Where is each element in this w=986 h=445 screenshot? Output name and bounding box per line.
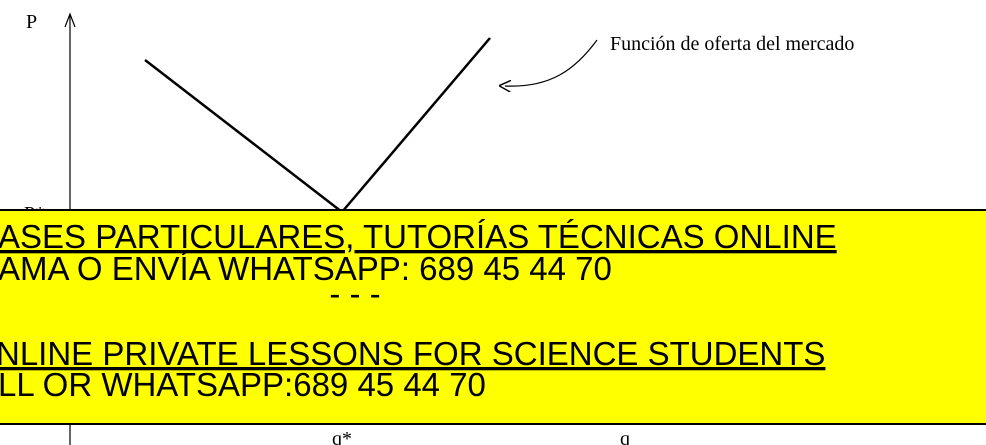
banner-line: AMA O ENVÍA WHATSAPP: 689 45 44 70: [0, 250, 612, 287]
y-label: P: [26, 11, 37, 33]
banner: [0, 209, 986, 425]
banner-line: NLINE PRIVATE LESSONS FOR SCIENCE STUDEN…: [0, 335, 825, 372]
demand-line: [144, 59, 343, 213]
banner-line: ASES PARTICULARES, TUTORÍAS TÉCNICAS ONL…: [0, 218, 837, 255]
banner-line: LL OR WHATSAPP:689 45 44 70: [0, 366, 486, 403]
banner-line: - - -: [329, 275, 380, 312]
y-axis-arrow: [64, 12, 76, 28]
pointer-arrow: [505, 39, 598, 86]
annotation: Función de oferta del mercado: [610, 33, 854, 55]
supply-line: [341, 37, 491, 213]
q-label: q: [620, 428, 630, 445]
q-star-label: q*: [332, 428, 352, 445]
